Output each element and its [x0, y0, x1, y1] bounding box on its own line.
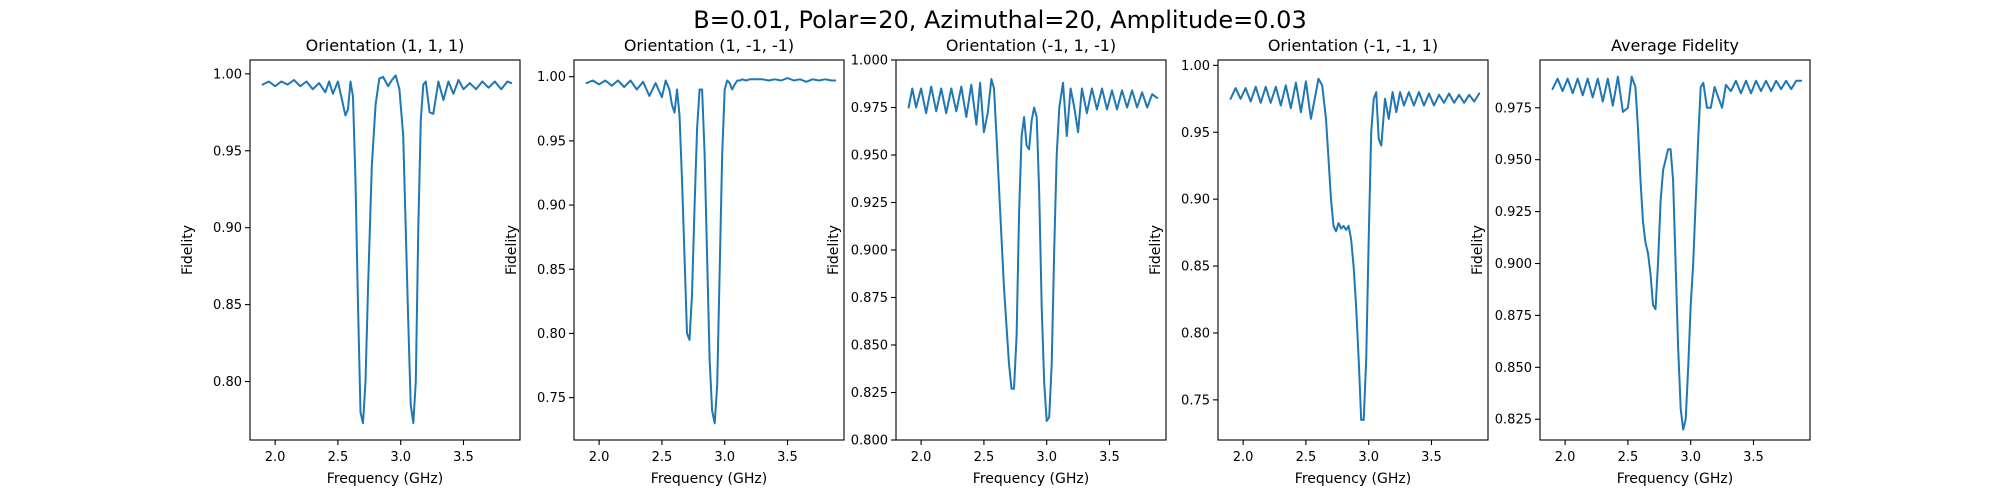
y-axis-label: Fidelity — [1470, 225, 1486, 275]
series-line-1 — [907, 78, 1159, 422]
y-tick-label: 0.825 — [1495, 413, 1532, 428]
subplot-panels: 2.0 2.5 3.0 3.5 0.80 0.85 0.90 0.95 1.00 Orientat… — [180, 36, 1811, 487]
x-axis-label: Frequency (GHz) — [973, 471, 1089, 487]
y-tick-label: 0.900 — [851, 244, 888, 259]
x-tick-label: 2.0 — [1555, 450, 1576, 465]
subplot-4: 2.0 2.5 3.0 3.5 0.75 0.80 0.85 0.90 0.95 1.00 Orie… — [1148, 36, 1489, 487]
y-tick-label: 0.850 — [1495, 361, 1532, 376]
y-tick-label: 0.80 — [1181, 326, 1210, 341]
y-tick-label: 0.850 — [851, 339, 888, 354]
x-tick-label: 3.5 — [777, 450, 798, 465]
subplot-title: Orientation (-1, -1, 1) — [1268, 36, 1438, 55]
x-tick-label: 3.0 — [1358, 450, 1379, 465]
x-tick-label: 2.5 — [328, 450, 349, 465]
x-tick-label: 3.5 — [453, 450, 474, 465]
y-tick-label: 0.800 — [851, 434, 888, 449]
plot-frame — [1217, 59, 1489, 441]
y-tick-label: 0.925 — [851, 196, 888, 211]
y-tick-label: 0.925 — [1495, 205, 1532, 220]
y-axis-label: Fidelity — [504, 225, 520, 275]
y-tick-label: 0.975 — [1495, 101, 1532, 116]
y-tick-label: 0.950 — [1495, 153, 1532, 168]
plot-frame — [573, 59, 845, 441]
y-axis-label: Fidelity — [1148, 225, 1164, 275]
y-tick-label: 0.80 — [213, 375, 242, 390]
x-axis-label: Frequency (GHz) — [327, 471, 443, 487]
x-tick-label: 3.5 — [1743, 450, 1764, 465]
y-tick-label: 0.875 — [1495, 309, 1532, 324]
x-tick-label: 2.0 — [589, 450, 610, 465]
x-tick-label: 2.5 — [1618, 450, 1639, 465]
x-tick-label: 3.0 — [1680, 450, 1701, 465]
subplot-title: Orientation (1, 1, 1) — [306, 36, 465, 55]
x-tick-label: 3.0 — [1036, 450, 1057, 465]
subplot-2: 2.0 2.5 3.0 3.5 0.75 0.80 0.85 0.90 0.95 1.00 Orie… — [504, 36, 845, 487]
x-tick-label: 2.0 — [265, 450, 286, 465]
y-tick-label: 0.825 — [851, 386, 888, 401]
y-axis-label: Fidelity — [826, 225, 842, 275]
series-line-1 — [1229, 77, 1481, 421]
y-tick-label: 0.95 — [213, 144, 242, 159]
subplot-1: 2.0 2.5 3.0 3.5 0.80 0.85 0.90 0.95 1.00 Orientat… — [180, 36, 521, 487]
y-tick-label: 0.85 — [213, 298, 242, 313]
y-tick-label: 1.00 — [1181, 59, 1210, 74]
y-tick-label: 0.90 — [213, 221, 242, 236]
y-tick-label: 0.90 — [537, 199, 566, 214]
y-tick-label: 1.000 — [851, 54, 888, 69]
x-tick-label: 2.5 — [1296, 450, 1317, 465]
x-tick-label: 2.5 — [974, 450, 995, 465]
y-tick-label: 1.00 — [213, 67, 242, 82]
y-tick-label: 0.85 — [1181, 260, 1210, 275]
x-tick-label: 2.5 — [652, 450, 673, 465]
y-tick-label: 0.95 — [537, 134, 566, 149]
y-tick-label: 1.00 — [537, 70, 566, 85]
series-line-1 — [585, 77, 837, 425]
y-tick-label: 0.75 — [1181, 393, 1210, 408]
series-line-1 — [261, 74, 513, 425]
y-tick-label: 0.85 — [537, 263, 566, 278]
subplot-title: Orientation (-1, 1, -1) — [946, 36, 1116, 55]
y-tick-label: 0.90 — [1181, 193, 1210, 208]
series-line-1 — [1551, 75, 1803, 431]
subplot-3: 2.0 2.5 3.0 3.5 0.800 0.825 0.850 0.875 0.900 0.9… — [826, 36, 1167, 487]
x-tick-label: 3.5 — [1421, 450, 1442, 465]
y-tick-label: 0.975 — [851, 101, 888, 116]
x-axis-label: Frequency (GHz) — [1295, 471, 1411, 487]
x-axis-label: Frequency (GHz) — [651, 471, 767, 487]
subplot-5: 2.0 2.5 3.0 3.5 0.825 0.850 0.875 0.900 0.925 0.9… — [1470, 36, 1811, 487]
y-tick-label: 0.875 — [851, 291, 888, 306]
subplot-title: Orientation (1, -1, -1) — [624, 36, 794, 55]
x-tick-label: 2.0 — [911, 450, 932, 465]
y-axis-label: Fidelity — [180, 225, 196, 275]
plot-frame — [895, 59, 1167, 441]
subplot-title: Average Fidelity — [1611, 36, 1739, 55]
plot-frame — [1539, 59, 1811, 441]
figure-suptitle: B=0.01, Polar=20, Azimuthal=20, Amplitud… — [693, 6, 1306, 34]
x-tick-label: 2.0 — [1233, 450, 1254, 465]
x-tick-label: 3.5 — [1099, 450, 1120, 465]
y-tick-label: 0.75 — [537, 391, 566, 406]
plot-frame — [249, 59, 521, 441]
y-tick-label: 0.80 — [537, 327, 566, 342]
y-tick-label: 0.900 — [1495, 257, 1532, 272]
x-axis-label: Frequency (GHz) — [1617, 471, 1733, 487]
x-tick-label: 3.0 — [714, 450, 735, 465]
x-tick-label: 3.0 — [390, 450, 411, 465]
y-tick-label: 0.950 — [851, 149, 888, 164]
y-tick-label: 0.95 — [1181, 126, 1210, 141]
